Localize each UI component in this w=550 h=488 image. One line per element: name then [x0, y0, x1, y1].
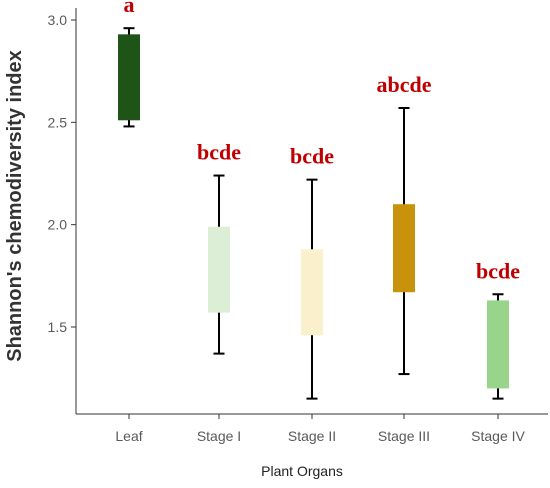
box-body	[118, 34, 140, 121]
box-stage-i	[208, 174, 230, 355]
significance-label: bcde	[197, 140, 241, 165]
y-axis-ticks: 1.5 2.0 2.5 3.0	[48, 12, 76, 335]
y-tick-label: 1.5	[48, 319, 68, 335]
box-body	[393, 204, 415, 293]
significance-label: bcde	[476, 258, 520, 283]
x-axis-title: Plant Organs	[261, 463, 343, 479]
y-axis-title: Shannon's chemodiversity index	[4, 50, 26, 362]
box-body	[487, 300, 509, 389]
y-tick-label: 2.0	[48, 217, 68, 233]
box-stage-ii	[301, 178, 323, 400]
box-body	[301, 249, 323, 336]
box-leaf	[118, 27, 140, 128]
significance-label: abcde	[377, 72, 432, 97]
box-series	[118, 27, 509, 400]
y-tick-label: 3.0	[48, 12, 68, 28]
x-tick-label: Stage IV	[471, 428, 525, 444]
significance-label: bcde	[290, 144, 334, 169]
box-body	[208, 226, 230, 313]
x-tick-label: Stage II	[288, 428, 336, 444]
y-tick-label: 2.5	[48, 114, 68, 130]
x-axis-ticks: Leaf Stage I Stage II Stage III Stage IV	[115, 414, 526, 444]
box-stage-iv	[487, 293, 509, 400]
x-tick-label: Leaf	[115, 428, 142, 444]
box-stage-iii	[393, 107, 415, 376]
x-tick-label: Stage III	[378, 428, 430, 444]
significance-label: a	[124, 0, 135, 17]
x-tick-label: Stage I	[197, 428, 241, 444]
